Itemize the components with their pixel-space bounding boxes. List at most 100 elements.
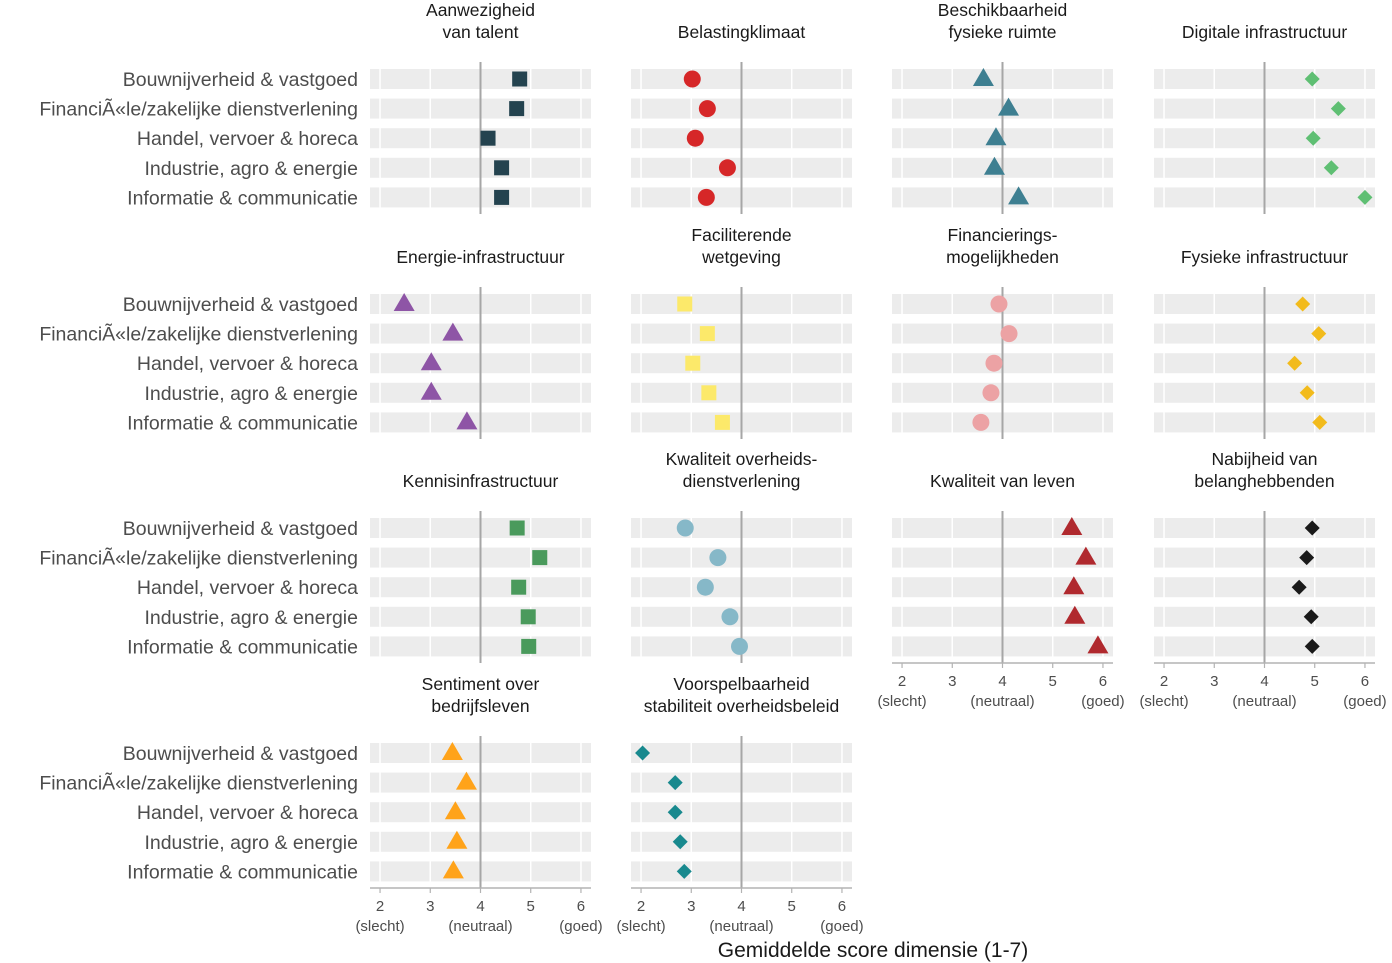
- data-point: [1000, 325, 1018, 343]
- data-point: [982, 384, 1000, 402]
- panel-title: Fysieke infrastructuur: [1181, 247, 1348, 267]
- data-point: [455, 771, 477, 790]
- x-axis-label: Gemiddelde score dimensie (1-7): [718, 939, 1028, 962]
- data-point: [532, 550, 548, 566]
- panel: Voorspelbaarheid stabiliteit overheidsbel…: [616, 674, 863, 935]
- data-point: [1061, 517, 1083, 535]
- data-point: [1312, 414, 1328, 430]
- data-point: [698, 100, 716, 118]
- panel-title: Sentiment over bedrijfsleven: [422, 674, 540, 716]
- category-label: Bouwnijverheid & vastgoed: [123, 518, 358, 540]
- data-point: [1087, 635, 1109, 654]
- panel-title: Financierings-mogelijkheden: [946, 225, 1059, 267]
- category-label: Informatie & communicatie: [127, 412, 358, 434]
- panel: Beschikbaarheid fysieke ruimte: [892, 0, 1113, 214]
- category-label: Handel, vervoer & horeca: [137, 577, 358, 599]
- panel: Energie-infrastructuur Bouwnijverheid & v…: [39, 247, 591, 439]
- panel: Digitale infrastructuur: [1154, 22, 1375, 214]
- category-label: Bouwnijverheid & vastgoed: [123, 69, 358, 91]
- data-point: [667, 775, 683, 791]
- data-point: [696, 578, 714, 596]
- data-point: [1291, 579, 1307, 595]
- data-point: [420, 352, 442, 371]
- data-point: [509, 520, 525, 536]
- x-tick-label: 2 (slecht): [616, 898, 665, 935]
- data-point: [990, 295, 1008, 313]
- data-point: [676, 863, 692, 879]
- data-point: [442, 860, 464, 879]
- x-tick-label: 3: [687, 898, 695, 915]
- data-point: [1304, 638, 1320, 654]
- x-tick-label: 6 (goed): [1081, 673, 1124, 710]
- data-point: [683, 70, 701, 88]
- data-point: [1008, 186, 1030, 205]
- panel: Nabijheid van belanghebbenden 2 (slecht) 3 4(…: [1139, 449, 1386, 710]
- data-point: [1311, 326, 1327, 342]
- data-point: [972, 413, 990, 431]
- data-point: [672, 834, 688, 850]
- data-point: [972, 68, 994, 86]
- category-label: FinanciÃ«le/zakelijke dienstverlening: [39, 97, 358, 121]
- data-point: [699, 326, 715, 342]
- data-point: [1063, 576, 1085, 595]
- panel-title: Kennisinfrastructuur: [403, 471, 559, 491]
- data-point: [509, 101, 525, 117]
- data-point: [685, 355, 701, 371]
- panel: Kennisinfrastructuur Bouwnijverheid & vas…: [39, 471, 591, 663]
- data-point: [1295, 296, 1311, 312]
- x-tick-label: 4 (neutraal): [709, 898, 773, 935]
- data-point: [676, 519, 694, 537]
- data-point: [635, 745, 651, 761]
- x-tick-label: 4 (neutraal): [1232, 673, 1296, 710]
- category-label: Informatie & communicatie: [127, 861, 358, 883]
- x-tick-label: 2 (slecht): [355, 898, 404, 935]
- data-point: [667, 804, 683, 820]
- data-point: [985, 354, 1003, 372]
- panel: Belastingklimaat: [631, 22, 852, 214]
- data-point: [420, 381, 442, 400]
- data-point: [1287, 355, 1303, 371]
- category-label: Bouwnijverheid & vastgoed: [123, 294, 358, 316]
- data-point: [442, 322, 464, 341]
- data-point: [446, 830, 468, 849]
- panel-title: Beschikbaarheid fysieke ruimte: [938, 0, 1067, 42]
- panel: Faciliterende wetgeving: [631, 225, 852, 439]
- category-label: Handel, vervoer & horeca: [137, 353, 358, 375]
- x-tick-label: 3: [1210, 673, 1218, 690]
- data-point: [697, 188, 715, 206]
- category-label: Informatie & communicatie: [127, 636, 358, 658]
- category-label: Handel, vervoer & horeca: [137, 802, 358, 824]
- category-label: Industrie, agro & energie: [144, 383, 358, 405]
- data-point: [1330, 101, 1346, 117]
- data-point: [1075, 546, 1097, 565]
- x-tick-label: 6 (goed): [1343, 673, 1386, 710]
- panel-title: Faciliterende wetgeving: [691, 225, 791, 267]
- data-point: [1357, 189, 1373, 205]
- category-label: Handel, vervoer & horeca: [137, 128, 358, 150]
- data-point: [677, 296, 693, 312]
- x-tick-label: 4 (neutraal): [970, 673, 1034, 710]
- panel-title: Voorspelbaarheid stabiliteit overheidsbel…: [644, 674, 840, 716]
- data-point: [998, 97, 1020, 116]
- panel-title: Aanwezigheid van talent: [426, 0, 535, 42]
- panel: Sentiment over bedrijfsleven Bouwnijverhei…: [39, 674, 602, 935]
- panel-title: Energie-infrastructuur: [396, 247, 564, 267]
- panel: Aanwezigheid van talent Bouwnijverheid & v…: [39, 0, 591, 214]
- data-point: [709, 549, 727, 567]
- data-point: [480, 130, 496, 146]
- category-label: FinanciÃ«le/zakelijke dienstverlening: [39, 546, 358, 570]
- data-point: [1305, 130, 1321, 146]
- data-point: [456, 411, 478, 430]
- category-label: FinanciÃ«le/zakelijke dienstverlening: [39, 322, 358, 346]
- panel-title: Digitale infrastructuur: [1182, 22, 1348, 42]
- category-label: Industrie, agro & energie: [144, 607, 358, 629]
- panel: Financierings-mogelijkheden: [892, 225, 1113, 439]
- x-tick-label: 6 (goed): [820, 898, 863, 935]
- data-point: [393, 293, 415, 311]
- x-tick-label: 5: [1311, 673, 1319, 690]
- data-point: [512, 71, 528, 87]
- panel-title: Nabijheid van belanghebbenden: [1194, 449, 1334, 491]
- x-tick-label: 5: [788, 898, 796, 915]
- data-point: [1299, 385, 1315, 401]
